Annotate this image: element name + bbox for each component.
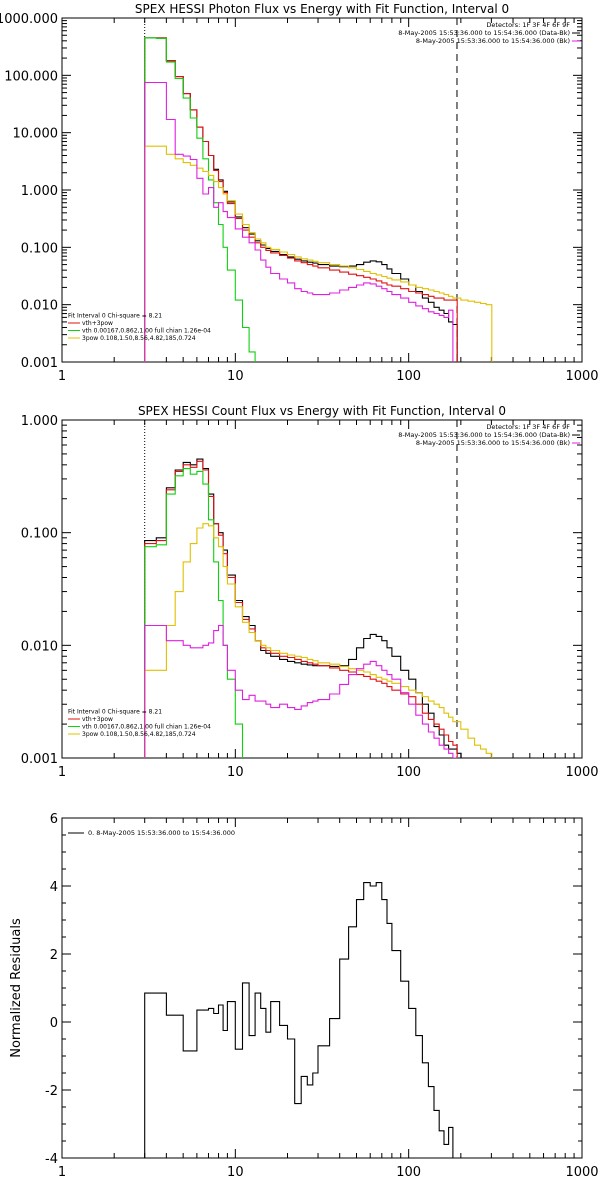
chart-panel-3: 1 10 100 1000 -4 -2 0 2 4 6 Normalized Residuals 0.…	[9, 812, 599, 1180]
info-line: 8-May-2005 15:53:36.000 to 15:54:36.000 …	[398, 431, 570, 439]
y-axis-label: Normalized Residuals	[9, 918, 24, 1058]
info-line: 8-May-2005 15:53:36.000 to 15:54:36.000 …	[416, 439, 570, 447]
x-tick-label: 1	[58, 765, 66, 780]
chart-panel-2: SPEX HESSI Count Flux vs Energy with Fit…	[21, 404, 599, 780]
series-line-4	[144, 523, 493, 758]
y-tick-label: 0.001	[21, 356, 58, 371]
y-tick-label: 6	[50, 812, 58, 827]
chart-title: SPEX HESSI Photon Flux vs Energy with Fi…	[135, 2, 509, 16]
x-tick-label: 100	[396, 369, 421, 384]
y-tick-label: 100.000	[4, 69, 58, 84]
y-tick-label: 1.000	[21, 414, 58, 429]
legend-entry: Fit Interval 0 Chi-square = 8.21	[68, 709, 162, 716]
x-tick-label: 1000	[565, 1165, 598, 1180]
info-line: Detectors: 1F 3F 4F 6F 9F	[486, 423, 570, 431]
x-tick-label: 1	[58, 369, 66, 384]
plot-frame	[61, 817, 583, 1159]
data-layer	[144, 458, 493, 758]
x-tick-label: 1	[58, 1165, 66, 1180]
x-tick-label: 10	[227, 369, 244, 384]
y-tick-label: 1000.000	[0, 12, 58, 27]
legend-entry: 3pow 0.108,1.50,8.56,4.82,185,0.724	[82, 731, 196, 738]
x-tick-label: 100	[396, 765, 421, 780]
legend-entry: Fit Interval 0 Chi-square = 8.21	[68, 313, 162, 320]
series-line-1	[144, 37, 458, 362]
info-line: 8-May-2005 15:53:36.000 to 15:54:36.000 …	[398, 29, 570, 37]
legend-entry: 3pow 0.108,1.50,8.56,4.82,185,0.724	[82, 335, 196, 342]
series-line-3	[144, 37, 256, 362]
x-tick-label: 1000	[565, 369, 598, 384]
y-tick-label: 0.010	[21, 299, 58, 314]
y-tick-label: 0.100	[21, 527, 58, 542]
chart-panel-1: SPEX HESSI Photon Flux vs Energy with Fi…	[0, 2, 599, 384]
y-tick-label: 10.000	[13, 127, 59, 142]
x-tick-label: 10	[227, 765, 244, 780]
series-line-5	[144, 81, 454, 362]
series-line-1	[144, 882, 462, 1158]
y-tick-label: -2	[45, 1084, 58, 1099]
info-line: 8-May-2005 15:53:36.000 to 15:54:36.000 …	[416, 37, 570, 45]
x-tick-label: 100	[396, 1165, 421, 1180]
x-tick-label: 10	[227, 1165, 244, 1180]
legend-entry: vth+3pow	[82, 320, 113, 327]
y-tick-label: 0.010	[21, 639, 58, 654]
data-layer	[144, 882, 462, 1158]
series-line-1	[144, 458, 462, 758]
info-line: Detectors: 1F 3F 4F 6F 9F	[486, 21, 570, 29]
y-tick-label: 0	[50, 1016, 58, 1031]
y-tick-label: 0.100	[21, 241, 58, 256]
y-tick-label: 2	[50, 948, 58, 963]
x-tick-label: 1000	[565, 765, 598, 780]
series-line-2	[144, 460, 458, 758]
series-line-3	[144, 468, 244, 758]
legend-entry: vth 0.00167,0.862,1.00 full chian 1.26e-…	[82, 328, 211, 335]
chart-title: SPEX HESSI Count Flux vs Energy with Fit…	[138, 404, 506, 418]
data-layer	[144, 37, 493, 362]
plot-frame	[61, 17, 583, 363]
legend-entry: vth 0.00167,0.862,1.00 full chian 1.26e-…	[82, 724, 211, 731]
legend-entry: vth+3pow	[82, 716, 113, 723]
y-tick-label: 1.000	[21, 184, 58, 199]
series-line-5	[144, 624, 458, 758]
series-line-4	[144, 145, 493, 362]
plot-frame	[61, 419, 583, 759]
series-line-2	[144, 37, 458, 362]
y-tick-label: 4	[50, 880, 58, 895]
y-tick-label: -4	[45, 1152, 58, 1167]
y-tick-label: 0.001	[21, 752, 58, 767]
legend-entry: 0. 8-May-2005 15:53:36.000 to 15:54:36.0…	[88, 829, 235, 837]
